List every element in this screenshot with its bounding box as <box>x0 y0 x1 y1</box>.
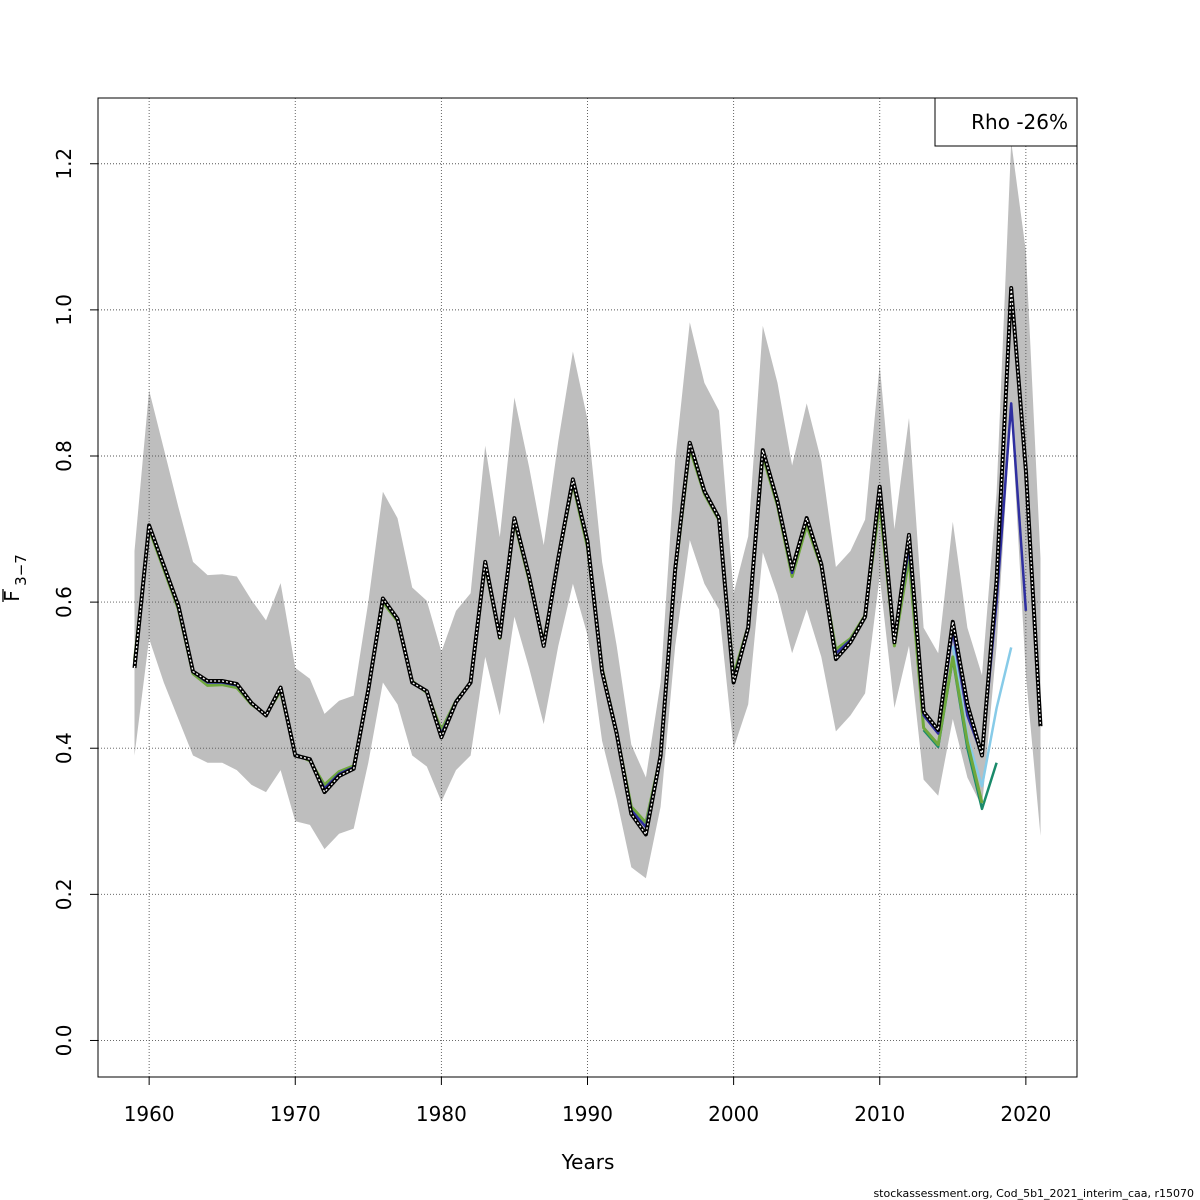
series-line-full-dashes <box>133 287 1042 836</box>
series-layer <box>132 286 1043 837</box>
x-tick-label-1960: 1960 <box>124 1102 175 1126</box>
y-axis-title: F 3−7 <box>0 554 30 602</box>
y-tick-label-0: 0.0 <box>52 1025 76 1057</box>
credit-text: stockassessment.org, Cod_5b1_2021_interi… <box>873 1187 1194 1200</box>
axis-layer: 1960 1970 1980 1990 2000 2010 2020 0.0 0.2 0.4 0.6… <box>52 148 1051 1126</box>
y-tick-label-5: 1.0 <box>52 294 76 326</box>
grid-layer <box>98 98 1077 1077</box>
confidence-band <box>134 141 1041 879</box>
y-tick-label-3: 0.6 <box>52 586 76 618</box>
legend: Rho -26% <box>934 97 1078 147</box>
y-tick-label-2: 0.4 <box>52 732 76 764</box>
x-tick-label-2020: 2020 <box>1000 1102 1051 1126</box>
legend-text: Rho -26% <box>971 110 1068 134</box>
confidence-band-layer <box>134 141 1041 879</box>
y-tick-label-1: 0.2 <box>52 878 76 910</box>
x-tick-label-2000: 2000 <box>708 1102 759 1126</box>
x-axis-title: Years <box>561 1150 615 1174</box>
legend-box <box>934 97 1078 147</box>
y-axis-title-main: F <box>0 590 24 602</box>
y-tick-label-4: 0.8 <box>52 440 76 472</box>
x-tick-label-2010: 2010 <box>854 1102 905 1126</box>
y-tick-label-6: 1.2 <box>52 148 76 180</box>
y-axis-title-subscript: 3−7 <box>12 554 30 586</box>
x-tick-label-1980: 1980 <box>416 1102 467 1126</box>
x-tick-label-1970: 1970 <box>270 1102 321 1126</box>
x-tick-label-1990: 1990 <box>562 1102 613 1126</box>
